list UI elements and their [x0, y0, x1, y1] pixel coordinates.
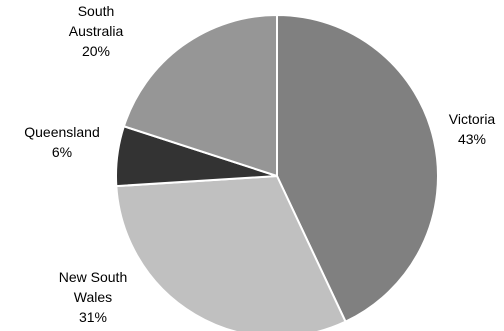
slice-label-line: Wales	[74, 289, 112, 305]
slice-label-queensland: Queensland 6%	[24, 124, 100, 160]
slice-label-line: 43%	[458, 131, 486, 147]
pie-slice-new-south-wales	[115, 174, 347, 331]
slice-label-new-south-wales: New South Wales 31%	[59, 269, 127, 325]
slice-label-south-australia: South Australia 20%	[69, 3, 124, 59]
slice-label-line: New South	[59, 269, 127, 285]
pie-slices	[115, 13, 439, 331]
slice-label-line: 6%	[52, 144, 72, 160]
pie-slice-south-australia	[122, 13, 278, 178]
pie-slice-victoria	[276, 13, 439, 324]
slice-label-line: 20%	[82, 43, 110, 59]
slice-label-line: Australia	[69, 23, 124, 39]
slice-label-victoria: Victoria 43%	[449, 111, 496, 147]
slice-label-line: Victoria	[449, 111, 496, 127]
slice-label-line: Queensland	[24, 124, 100, 140]
slice-label-line: 31%	[79, 309, 107, 325]
pie-labels: Victoria 43% New South Wales 31% Queensland 6%…	[24, 3, 495, 325]
slice-label-line: South	[78, 3, 115, 19]
